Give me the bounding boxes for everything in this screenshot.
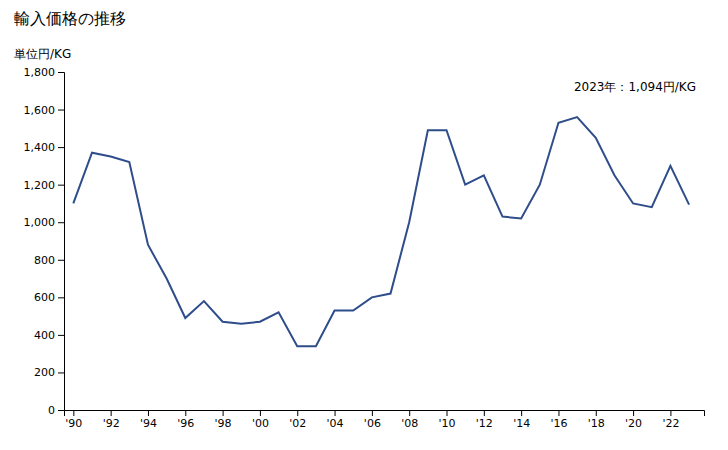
tick: '10 [438,410,455,430]
tick-label: 200 [34,366,55,379]
tick: '02 [289,410,306,430]
tick-mark [335,410,336,416]
tick: '92 [103,410,120,430]
tick: '14 [513,410,530,430]
axis-line [58,73,65,411]
tick-mark [73,410,74,416]
tick-mark [447,410,448,416]
y-axis-label: 単位円/KG [14,47,71,61]
tick: '18 [588,410,605,430]
tick-label: '16 [550,417,567,430]
tick-label: '22 [662,417,679,430]
tick: '90 [65,410,82,430]
tick-mark [111,410,112,416]
tick-mark [58,222,64,223]
tick-mark [223,410,224,416]
tick-mark [58,110,64,111]
title: 輸入価格の推移 [14,9,126,28]
tick: 1,800 [24,66,65,79]
tick-label: 1,000 [24,216,56,229]
tick: '98 [215,410,232,430]
tick-label: '94 [140,417,157,430]
tick: 400 [34,329,64,342]
axis-line [65,411,705,417]
tick-label: 0 [48,404,55,417]
tick-label: 1,400 [24,141,56,154]
tick: 0 [48,404,64,417]
tick-label: '04 [327,417,344,430]
x-axis: '90 '92 '94 '96 '98 '00 '02 '04 '06 '08 '10 '12 '14 '… [65,410,705,430]
tick-mark [521,410,522,416]
tick-label: 1,600 [24,104,56,117]
tick-mark [58,260,64,261]
tick: '00 [252,410,269,430]
marks [73,117,689,346]
tick-label: '06 [364,417,381,430]
tick-label: '90 [65,417,82,430]
tick-label: '00 [252,417,269,430]
plot: '90 '92 '94 '96 '98 '00 '02 '04 '06 '08 '10 '12 '14 '… [24,66,705,430]
tick: 800 [34,254,64,267]
tick: '94 [140,410,157,430]
tick: '96 [177,410,194,430]
tick-label: 1,200 [24,179,56,192]
tick: '08 [401,410,418,430]
tick-mark [409,410,410,416]
tick-label: '14 [513,417,530,430]
tick-label: 600 [34,291,55,304]
tick-label: '02 [289,417,306,430]
tick: '12 [476,410,493,430]
tick: 200 [34,366,64,379]
y-axis: 0 200 400 600 800 1,000 1,200 1,400 1,600 1,800 [24,66,65,417]
tick: 1,000 [24,216,65,229]
tick-mark [148,410,149,416]
tick: '22 [662,410,679,430]
tick-label: '96 [177,417,194,430]
tick: 1,400 [24,141,65,154]
tick-mark [58,185,64,186]
tick: 1,200 [24,179,65,192]
tick-mark [58,372,64,373]
tick-label: '08 [401,417,418,430]
tick-mark [185,410,186,416]
tick: '20 [625,410,642,430]
tick: '16 [550,410,567,430]
tick-mark [633,410,634,416]
tick-mark [484,410,485,416]
tick-mark [58,335,64,336]
tick-label: '10 [438,417,455,430]
tick: '06 [364,410,381,430]
line [73,117,689,346]
tick-label: '92 [103,417,120,430]
tick: '04 [327,410,344,430]
tick-mark [260,410,261,416]
tick-mark [58,297,64,298]
tick-label: '12 [476,417,493,430]
tick: 1,600 [24,104,65,117]
tick-label: '20 [625,417,642,430]
annotation: 2023年：1,094円/KG [574,80,696,94]
tick-mark [670,410,671,416]
tick-mark [372,410,373,416]
tick-label: '18 [588,417,605,430]
tick-mark [58,72,64,73]
tick-label: 1,800 [24,66,56,79]
tick-label: '98 [215,417,232,430]
tick-mark [558,410,559,416]
tick-mark [596,410,597,416]
chart: 輸入価格の推移単位円/KG '90 '92 '94 '96 '98 '00 '02 '04 '06… [0,0,728,450]
tick-mark [58,410,64,411]
tick: 600 [34,291,64,304]
tick-mark [297,410,298,416]
tick-mark [58,147,64,148]
tick-label: 400 [34,329,55,342]
tick-label: 800 [34,254,55,267]
